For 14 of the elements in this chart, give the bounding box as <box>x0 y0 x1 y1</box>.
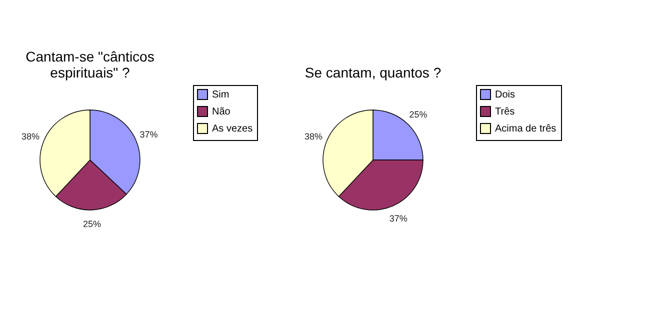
data-label: 38% <box>21 131 40 142</box>
data-label: 38% <box>304 131 322 142</box>
legend-label: As vezes <box>212 124 253 134</box>
data-label: 37% <box>389 214 408 224</box>
chart-title: Se cantam, quantos ? <box>304 64 442 80</box>
legend-label: Dois <box>495 90 516 100</box>
legend-label: Não <box>212 106 231 118</box>
chart-title: Cantam-se "cânticos espirituais" ? <box>26 48 154 80</box>
data-label: 25% <box>83 218 102 229</box>
data-label: 37% <box>140 130 158 140</box>
data-label: 25% <box>409 110 428 120</box>
legend-label: Três <box>495 106 515 118</box>
legend-label: Acima de três <box>495 124 556 134</box>
legend-label: Sim <box>212 90 230 100</box>
